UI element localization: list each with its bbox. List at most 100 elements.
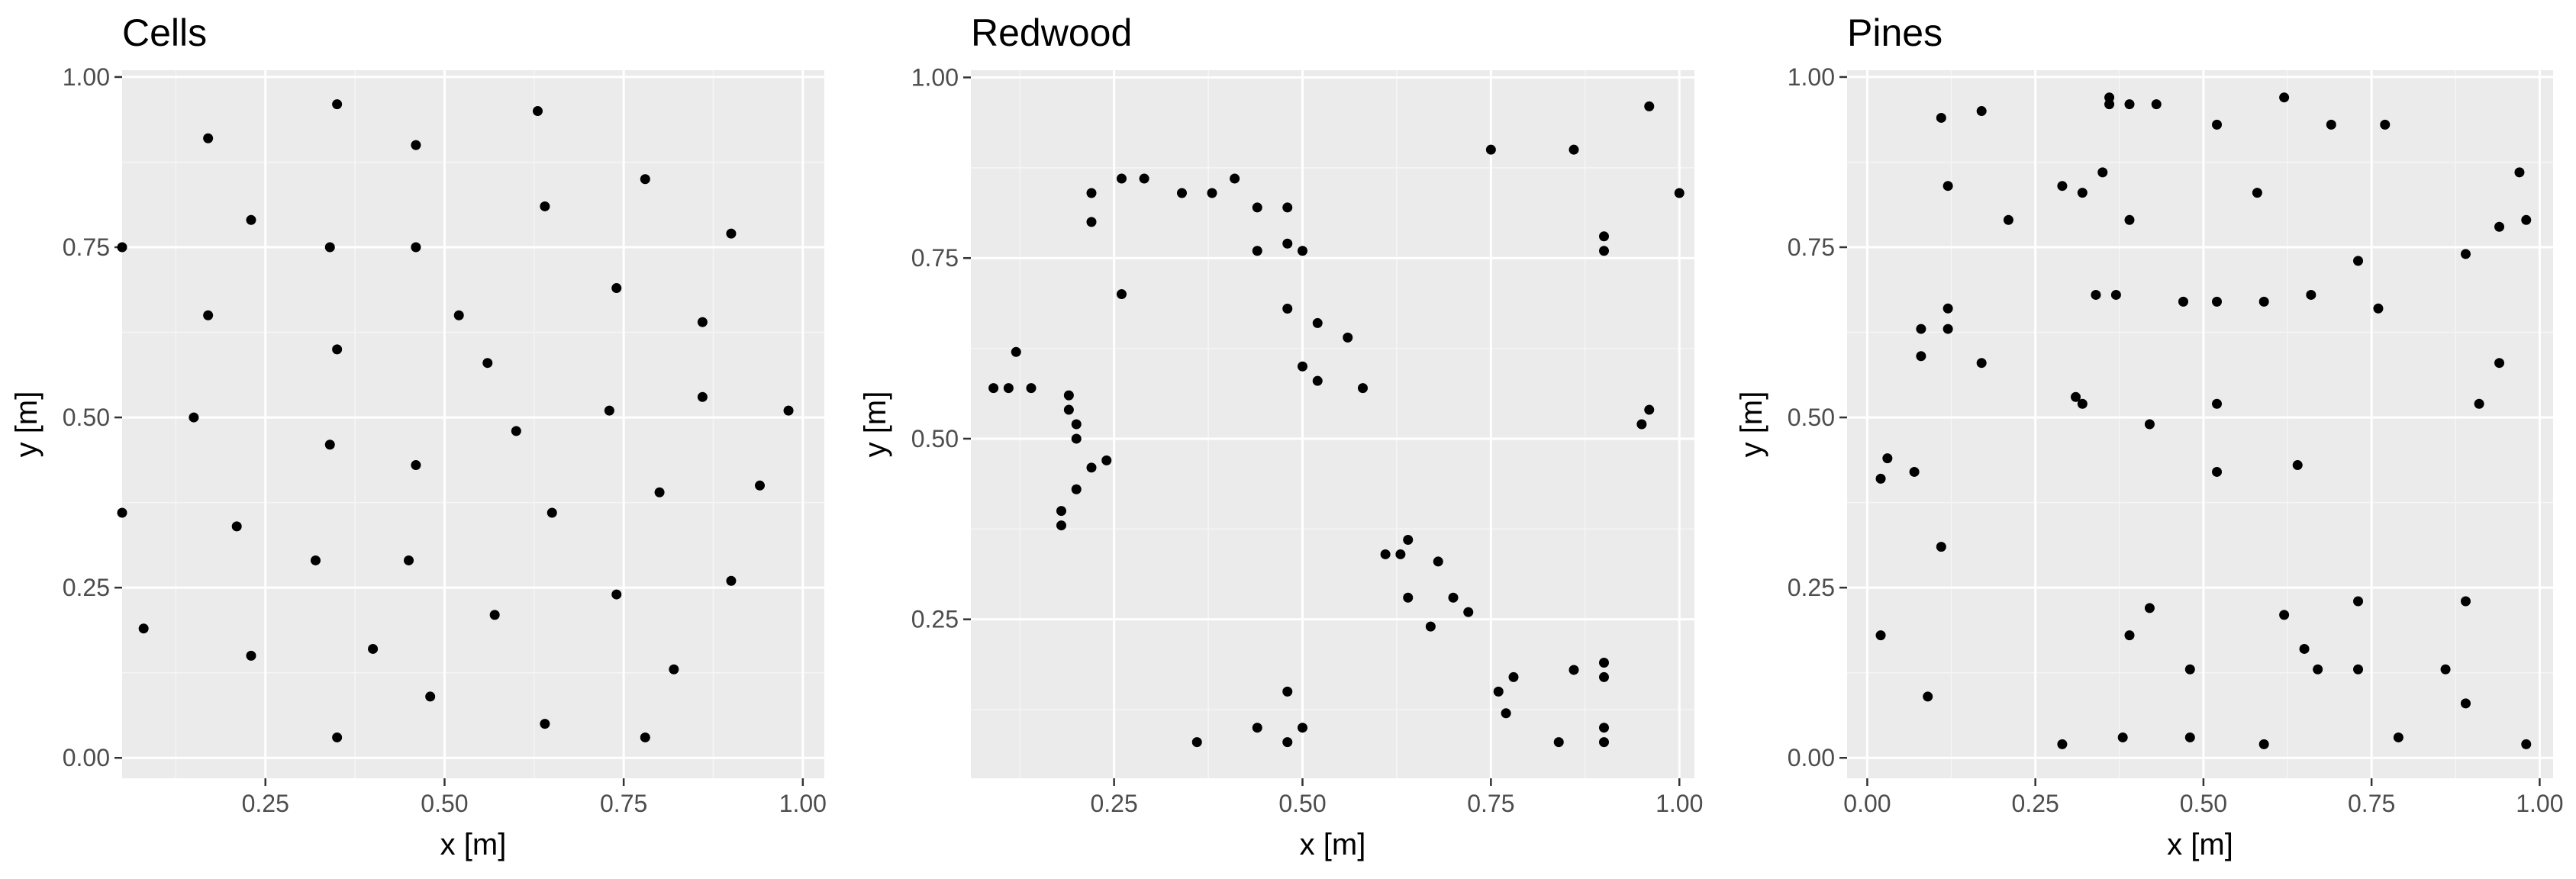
data-point [1026,383,1037,394]
data-point [332,99,343,110]
data-point [1599,231,1609,242]
data-point [654,487,665,497]
data-point [1942,324,1953,334]
data-point [2494,358,2505,369]
data-point [1976,358,1987,369]
data-point [726,228,737,239]
x-tick-label: 0.25 [242,790,289,817]
data-point [1086,462,1097,473]
data-point [611,589,622,600]
data-point [2292,460,2303,471]
data-point [1599,671,1609,682]
data-point [1343,332,1353,343]
data-point [2077,188,2088,198]
data-point [117,242,127,253]
data-point [2474,398,2484,409]
data-point [2184,732,2195,742]
data-point [604,405,614,416]
data-point [2071,391,2081,402]
data-point [1433,556,1443,567]
data-point [324,440,335,450]
data-point [1882,453,1893,464]
data-point [2353,664,2364,675]
data-point [1553,737,1564,748]
x-tick-label: 1.00 [1656,790,1703,817]
y-axis-title: y [m] [10,391,44,458]
data-point [189,412,199,423]
data-point [1252,202,1262,213]
data-point [2279,92,2290,103]
data-point [2057,181,2068,192]
y-tick-label: 0.00 [63,744,110,771]
data-point [2212,398,2223,409]
data-point [1312,317,1323,328]
data-point [2144,603,2155,613]
panel-pines: 0.00 0.25 0.50 0.75 1.00 0.00 0.25 0.50 0.75 1.00… [1735,11,2564,861]
data-point [332,732,343,742]
data-point [1207,188,1217,198]
data-point [2299,643,2310,654]
data-point [246,214,256,225]
data-point [1909,466,1920,477]
y-tick-label: 0.50 [1788,404,1835,431]
data-point [2212,119,2223,130]
data-point [1282,303,1293,314]
data-point [1493,686,1504,697]
panel-title: Redwood [971,11,1132,54]
x-tick-label: 1.00 [2516,790,2563,817]
data-point [2306,289,2316,300]
data-point [117,507,127,518]
data-point [2279,610,2290,620]
data-point [1298,723,1307,733]
y-tick-label: 1.00 [911,63,959,91]
panel-title: Pines [1847,11,1942,54]
data-point [2117,732,2128,742]
data-point [1644,101,1655,111]
data-point [546,507,557,518]
data-point [1425,621,1436,632]
data-point [1875,630,1886,641]
x-axis-title: x [m] [2167,828,2233,861]
data-point [1177,188,1187,198]
data-point [988,383,999,394]
data-point [1230,173,1240,184]
data-point [2353,256,2364,266]
data-point [246,650,256,661]
data-point [324,242,335,253]
panel-title: Cells [122,11,207,54]
data-point [640,174,650,185]
panel-cells: 0.25 0.50 0.75 1.00 0.00 0.25 0.50 0.75 1.00 Cell… [10,11,827,861]
data-point [1282,202,1293,213]
x-tick-label: 0.25 [1090,790,1137,817]
x-tick-label: 1.00 [779,790,827,817]
data-point [726,575,737,586]
data-point [1599,723,1609,733]
y-tick-label: 1.00 [1788,63,1835,91]
y-tick-label: 0.25 [1788,574,1835,601]
data-point [411,140,421,150]
x-tick-label: 0.50 [1278,790,1326,817]
data-point [540,201,550,211]
data-point [1599,737,1609,748]
data-point [611,283,622,294]
data-point [2212,296,2223,307]
y-tick-label: 0.75 [911,244,959,272]
data-point [1448,592,1459,603]
x-tick-label: 0.75 [2348,790,2395,817]
data-point [1942,181,1953,192]
data-point [1086,217,1097,227]
y-tick-label: 0.25 [63,574,110,601]
data-point [2097,167,2108,178]
data-point [1674,188,1685,198]
data-point [1501,708,1511,719]
data-point [1117,289,1127,300]
y-tick-label: 0.50 [911,425,959,452]
data-point [231,521,242,532]
data-point [2393,732,2404,742]
x-tick-label: 0.50 [421,790,468,817]
data-point [1599,246,1609,256]
data-point [1403,592,1414,603]
data-point [1403,535,1414,546]
data-point [2326,119,2336,130]
data-point [1976,106,1987,117]
